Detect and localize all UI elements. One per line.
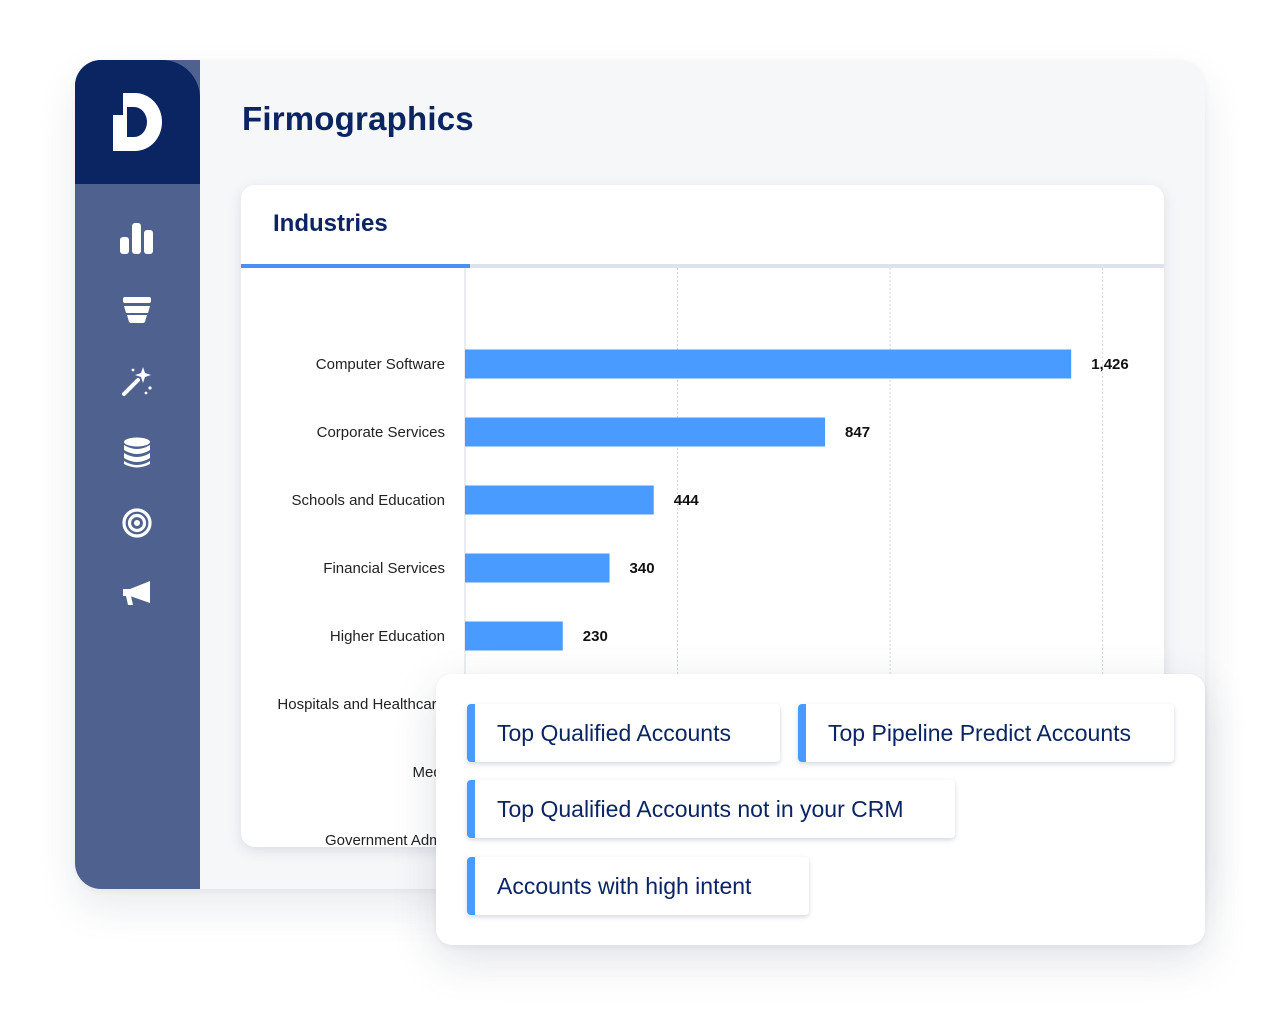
card-tab-active-indicator	[241, 264, 470, 268]
megaphone-icon	[123, 581, 150, 605]
target-icon	[122, 508, 152, 538]
category-label: Schools and Education	[292, 492, 445, 509]
category-label: Corporate Services	[317, 424, 445, 441]
funnel-icon	[123, 297, 151, 323]
category-label: Higher Education	[330, 628, 445, 645]
nav-item-magic[interactable]	[118, 362, 156, 400]
nav-item-funnel[interactable]	[118, 291, 156, 329]
chip-top-qualified-accounts[interactable]: Top Qualified Accounts	[467, 704, 780, 762]
nav-item-analytics[interactable]	[118, 219, 156, 257]
database-icon	[124, 437, 150, 468]
nav-item-campaigns[interactable]	[118, 574, 156, 612]
category-label: Computer Software	[316, 356, 445, 373]
bar	[465, 417, 826, 447]
category-label: Financial Services	[323, 560, 445, 577]
account-lists-panel: Top Qualified Accounts Top Pipeline Pred…	[436, 674, 1205, 945]
card-title: Industries	[273, 210, 388, 237]
data-label: 1,426	[1091, 356, 1129, 373]
card-tab-underline	[241, 264, 1164, 268]
nav-item-target[interactable]	[118, 504, 156, 542]
bar	[465, 485, 654, 515]
bar	[465, 621, 563, 651]
logo[interactable]	[75, 60, 200, 184]
chip-top-pipeline-predict-accounts[interactable]: Top Pipeline Predict Accounts	[798, 704, 1174, 762]
sidebar	[75, 60, 200, 889]
data-label: 847	[845, 424, 870, 441]
nav-item-database[interactable]	[118, 434, 156, 472]
category-label: Government Admi	[325, 832, 445, 847]
data-label: 444	[674, 492, 700, 509]
data-label: 340	[630, 560, 655, 577]
magic-wand-icon	[122, 367, 152, 396]
logo-d-icon	[112, 93, 162, 151]
page-title: Firmographics	[242, 100, 474, 137]
chip-accounts-high-intent[interactable]: Accounts with high intent	[467, 857, 809, 915]
category-label: Hospitals and Healthcare	[277, 696, 445, 713]
chip-top-qualified-not-in-crm[interactable]: Top Qualified Accounts not in your CRM	[467, 780, 955, 838]
bar	[465, 553, 610, 583]
bar	[465, 349, 1072, 379]
bar-chart-icon	[120, 223, 153, 254]
data-label: 230	[583, 628, 608, 645]
